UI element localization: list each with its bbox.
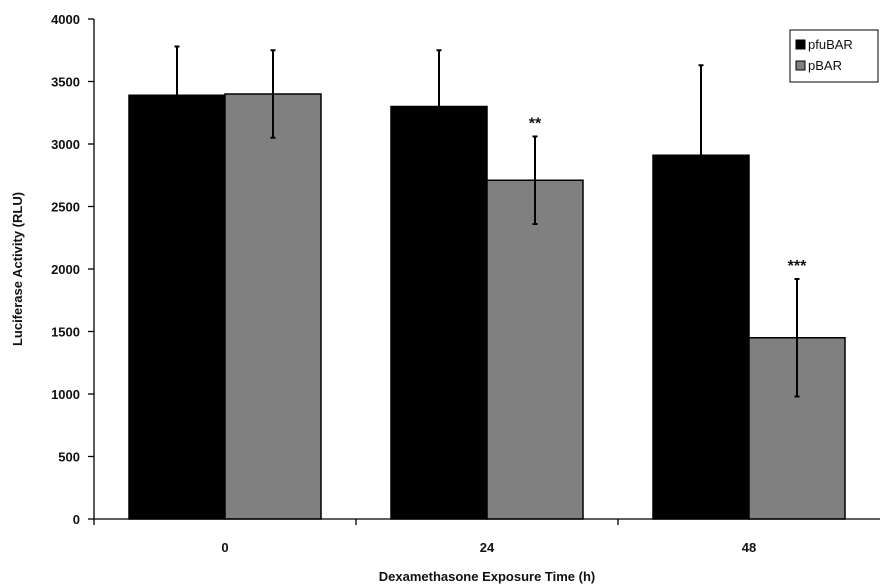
bar-pfubar-24 [390, 105, 488, 520]
x-axis-ticks: 0 24 48 [93, 519, 756, 555]
legend-swatch-pfubar [795, 39, 806, 50]
y-tick-label: 2000 [51, 262, 80, 277]
x-tick-label: 24 [480, 540, 495, 555]
x-tick-label: 48 [742, 540, 756, 555]
y-tick-label: 500 [58, 450, 80, 465]
legend-label-pfubar: pfuBAR [808, 37, 853, 52]
significance-annotations: ***** [529, 116, 807, 276]
bar-pbar-24 [486, 179, 584, 520]
significance-label: ** [529, 116, 542, 133]
bars [128, 93, 846, 520]
y-axis-ticks: 0 500 1000 1500 2000 2500 3000 3500 4000 [51, 12, 94, 527]
y-tick-label: 3500 [51, 75, 80, 90]
significance-label: *** [788, 258, 807, 275]
bar-pfubar-0 [128, 94, 226, 520]
legend-label-pbar: pBAR [808, 58, 842, 73]
y-tick-label: 3000 [51, 137, 80, 152]
y-axis-title: Luciferase Activity (RLU) [10, 192, 25, 346]
legend: pfuBAR pBAR [789, 29, 879, 83]
bar-pbar-0 [224, 93, 322, 520]
error-bars [174, 45, 800, 398]
legend-box [789, 29, 879, 83]
y-tick-label: 1500 [51, 325, 80, 340]
y-tick-label: 0 [73, 512, 80, 527]
y-tick-label: 1000 [51, 387, 80, 402]
y-tick-label: 2500 [51, 200, 80, 215]
x-axis-title: Dexamethasone Exposure Time (h) [379, 569, 596, 584]
y-tick-label: 4000 [51, 12, 80, 27]
legend-swatch-pbar [795, 60, 806, 71]
x-tick-label: 0 [221, 540, 228, 555]
